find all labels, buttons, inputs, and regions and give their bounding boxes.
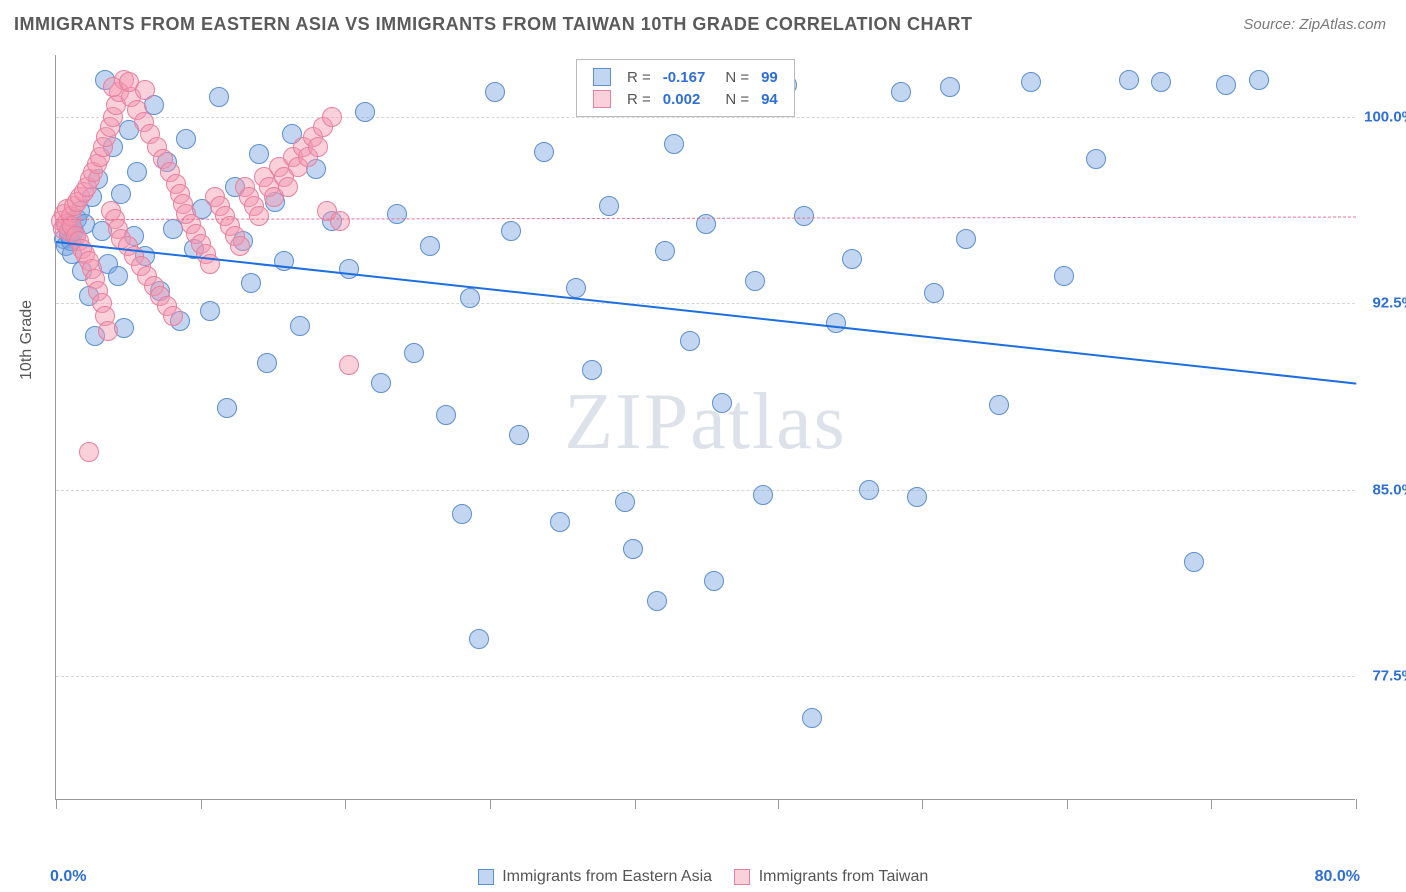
point-series-a (655, 241, 675, 261)
y-tick-label: 92.5% (1360, 295, 1406, 312)
trend-line (56, 241, 1356, 385)
point-series-a (509, 425, 529, 445)
point-series-a (680, 331, 700, 351)
point-series-a (842, 249, 862, 269)
point-series-b (278, 177, 298, 197)
point-series-a (404, 343, 424, 363)
point-series-a (290, 316, 310, 336)
point-series-a (436, 405, 456, 425)
point-series-a (1054, 266, 1074, 286)
x-tick (345, 799, 346, 809)
point-series-b (308, 137, 328, 157)
point-series-a (127, 162, 147, 182)
x-tick (635, 799, 636, 809)
point-series-a (647, 591, 667, 611)
point-series-b (230, 236, 250, 256)
plot-area: ZIPatlas 77.5%85.0%92.5%100.0%R =-0.167N… (55, 55, 1355, 800)
point-series-a (209, 87, 229, 107)
gridline (56, 676, 1355, 677)
point-series-a (534, 142, 554, 162)
point-series-b (163, 306, 183, 326)
point-series-a (176, 129, 196, 149)
point-series-a (956, 229, 976, 249)
point-series-a (566, 278, 586, 298)
point-series-a (257, 353, 277, 373)
point-series-a (712, 393, 732, 413)
point-series-a (108, 266, 128, 286)
source-label: Source: ZipAtlas.com (1243, 16, 1386, 33)
point-series-a (501, 221, 521, 241)
point-series-a (989, 395, 1009, 415)
point-series-b (249, 206, 269, 226)
point-series-a (460, 288, 480, 308)
watermark: ZIPatlas (564, 377, 847, 468)
gridline (56, 490, 1355, 491)
x-tick (1356, 799, 1357, 809)
point-series-b (339, 355, 359, 375)
point-series-a (355, 102, 375, 122)
point-series-a (550, 512, 570, 532)
point-series-a (891, 82, 911, 102)
x-tick (490, 799, 491, 809)
point-series-a (907, 487, 927, 507)
x-tick (201, 799, 202, 809)
point-series-a (249, 144, 269, 164)
point-series-b (330, 211, 350, 231)
y-tick-label: 77.5% (1360, 667, 1406, 684)
x-tick (1067, 799, 1068, 809)
point-series-a (1086, 149, 1106, 169)
point-series-a (1151, 72, 1171, 92)
legend-swatch-2 (734, 869, 750, 885)
legend-bottom: Immigrants from Eastern Asia Immigrants … (0, 868, 1406, 886)
x-tick (922, 799, 923, 809)
point-series-a (753, 485, 773, 505)
y-tick-label: 85.0% (1360, 481, 1406, 498)
point-series-b (322, 107, 342, 127)
point-series-a (452, 504, 472, 524)
point-series-a (217, 398, 237, 418)
point-series-a (241, 273, 261, 293)
point-series-a (940, 77, 960, 97)
point-series-a (615, 492, 635, 512)
point-series-a (664, 134, 684, 154)
point-series-a (420, 236, 440, 256)
y-tick-label: 100.0% (1360, 109, 1406, 126)
legend-label-1: Immigrants from Eastern Asia (502, 868, 712, 885)
point-series-a (745, 271, 765, 291)
point-series-a (1184, 552, 1204, 572)
legend-label-2: Immigrants from Taiwan (759, 868, 929, 885)
point-series-a (1021, 72, 1041, 92)
point-series-a (1249, 70, 1269, 90)
point-series-a (794, 206, 814, 226)
point-series-a (924, 283, 944, 303)
point-series-a (485, 82, 505, 102)
point-series-b (98, 321, 118, 341)
point-series-a (1216, 75, 1236, 95)
point-series-a (802, 708, 822, 728)
chart-title: IMMIGRANTS FROM EASTERN ASIA VS IMMIGRAN… (14, 14, 972, 35)
legend-swatch-1 (478, 869, 494, 885)
point-series-a (387, 204, 407, 224)
chart-container: IMMIGRANTS FROM EASTERN ASIA VS IMMIGRAN… (0, 0, 1406, 892)
point-series-a (826, 313, 846, 333)
x-tick (56, 799, 57, 809)
point-series-b (79, 442, 99, 462)
point-series-a (704, 571, 724, 591)
point-series-b (135, 80, 155, 100)
point-series-a (1119, 70, 1139, 90)
x-tick (778, 799, 779, 809)
point-series-a (469, 629, 489, 649)
legend-stats: R =-0.167N =99R =0.002N =94 (576, 59, 795, 117)
point-series-a (200, 301, 220, 321)
point-series-a (599, 196, 619, 216)
point-series-a (371, 373, 391, 393)
point-series-a (623, 539, 643, 559)
y-axis-title: 10th Grade (18, 300, 36, 380)
gridline (56, 303, 1355, 304)
point-series-a (582, 360, 602, 380)
point-series-a (859, 480, 879, 500)
gridline (56, 117, 1355, 118)
x-tick (1211, 799, 1212, 809)
